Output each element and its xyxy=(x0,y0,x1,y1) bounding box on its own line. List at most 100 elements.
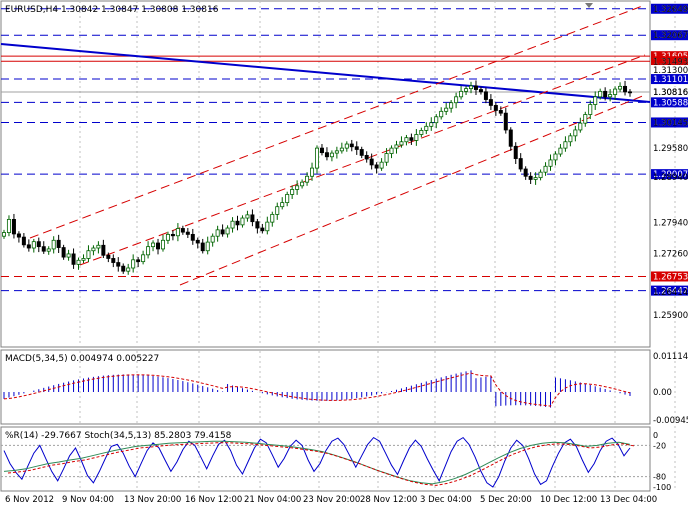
candle-body xyxy=(359,149,364,156)
candle-body xyxy=(285,194,290,204)
candle-body xyxy=(394,144,399,149)
stoch-signal-line xyxy=(7,442,635,486)
candle-body xyxy=(613,88,618,95)
level-label-bg xyxy=(651,169,688,180)
stoch-title: %R(14) -29.7667 Stoch(34,5,13) 85.2803 7… xyxy=(5,431,232,441)
y-tick-label: 1.27260 xyxy=(653,249,688,259)
candle-body xyxy=(160,239,165,250)
candle-body xyxy=(255,221,260,229)
candle-body xyxy=(488,99,493,106)
candle-body xyxy=(96,244,101,249)
candle-body xyxy=(543,165,548,173)
x-tick-label: 6 Nov 2012 xyxy=(5,495,54,505)
candle-body xyxy=(91,247,96,252)
candle-body xyxy=(6,219,11,233)
candle-body xyxy=(41,246,46,252)
candle-body xyxy=(265,221,270,232)
candle-body xyxy=(156,242,161,250)
stochastic-lines: 0-20 -80-100 xyxy=(1,431,671,492)
y-tick-label: 1.28940 xyxy=(653,173,688,183)
macd-y-label: 0.00 xyxy=(653,388,672,398)
y-tick-label: 1.32067 xyxy=(653,31,688,41)
candle-body xyxy=(379,161,384,169)
level-label: 1.30145 xyxy=(653,118,688,128)
candle-body xyxy=(235,220,240,226)
horizontal-levels: 1.326491.320671.316051.314931.313001.311… xyxy=(1,3,688,297)
price-candles xyxy=(2,80,633,275)
level-label-bg xyxy=(651,3,688,14)
candle-body xyxy=(593,96,598,105)
candle-body xyxy=(573,129,578,137)
candle-body xyxy=(628,91,633,94)
macd-histogram: 0.011141 0.00 -0.00945 xyxy=(3,352,688,426)
axis-labels: 6 Nov 2012 9 Nov 04:00 13 Nov 20:00 16 Nov … xyxy=(5,5,688,505)
candle-body xyxy=(200,242,205,252)
candle-body xyxy=(469,85,474,90)
level-label-bg xyxy=(651,56,688,67)
candle-body xyxy=(101,244,106,256)
level-label-bg xyxy=(651,65,688,76)
x-tick-label: 23 Nov 20:00 xyxy=(303,495,360,505)
stoch-y-label: 0 xyxy=(653,431,658,440)
candle-body xyxy=(185,231,190,235)
candle-body xyxy=(319,147,324,154)
scroll-arrow-icon[interactable] xyxy=(585,3,593,8)
level-label: 1.29007 xyxy=(653,170,688,180)
y-tick-label: 1.27940 xyxy=(653,219,688,229)
candle-body xyxy=(598,90,603,98)
candle-body xyxy=(146,246,151,256)
candle-body xyxy=(305,175,310,183)
x-tick-label: 21 Nov 04:00 xyxy=(244,495,301,505)
y-tick-label: 1.26414 xyxy=(653,288,688,298)
candle-body xyxy=(533,177,538,180)
level-label-bg xyxy=(651,271,688,282)
candle-body xyxy=(334,150,339,154)
level-label: 1.31493 xyxy=(653,57,688,67)
candle-body xyxy=(588,104,593,115)
candle-body xyxy=(538,171,543,179)
candle-body xyxy=(106,254,111,259)
candle-body xyxy=(300,181,305,187)
stoch-y-label: -80 xyxy=(653,473,666,482)
candle-body xyxy=(46,248,51,252)
candle-body xyxy=(389,147,394,154)
candle-body xyxy=(369,158,374,166)
candle-body xyxy=(66,253,71,258)
candle-body xyxy=(225,227,230,235)
macd-y-label: -0.00945 xyxy=(653,416,688,426)
candle-body xyxy=(245,214,250,219)
level-label-bg xyxy=(651,30,688,41)
level-label: 1.32649 xyxy=(653,5,688,15)
candle-body xyxy=(205,241,210,252)
level-label: 1.31101 xyxy=(653,75,688,85)
candle-body xyxy=(295,185,300,190)
candle-body xyxy=(51,239,56,250)
candle-body xyxy=(409,137,414,141)
candle-body xyxy=(280,202,285,208)
candle-body xyxy=(36,241,41,248)
level-label-bg xyxy=(651,117,688,128)
candle-body xyxy=(478,89,483,93)
stoch-y-label: -100 xyxy=(653,483,671,492)
candle-body xyxy=(141,254,146,263)
candle-body xyxy=(310,167,315,177)
candle-body xyxy=(459,90,464,98)
candle-body xyxy=(180,228,185,233)
candle-body xyxy=(618,85,623,90)
candle-body xyxy=(230,220,235,229)
x-tick-label: 28 Nov 12:00 xyxy=(360,495,417,505)
candle-body xyxy=(508,129,513,147)
candle-body xyxy=(583,114,588,124)
x-tick-label: 13 Dec 04:00 xyxy=(600,495,657,505)
candle-body xyxy=(608,94,613,98)
candle-body xyxy=(195,239,200,244)
y-tick-label: 1.30816 xyxy=(653,88,688,98)
candle-body xyxy=(136,259,141,263)
candle-body xyxy=(126,267,131,272)
y-tick-label: 1.29580 xyxy=(653,144,688,154)
candle-body xyxy=(71,253,76,265)
x-tick-label: 10 Dec 12:00 xyxy=(540,495,597,505)
candle-body xyxy=(16,233,21,238)
channel-upper xyxy=(29,4,646,239)
